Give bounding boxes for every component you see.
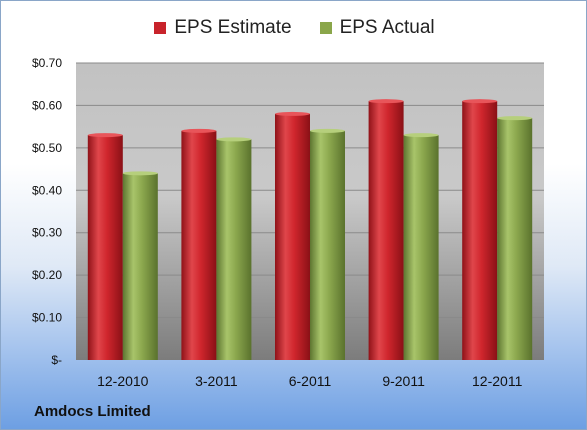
bar-eps-estimate-top	[275, 111, 310, 116]
bar-eps-estimate-top	[87, 133, 123, 138]
legend-label-actual: EPS Actual	[339, 17, 435, 38]
y-tick-label: $0.10	[32, 311, 62, 325]
bar-eps-actual-top	[310, 128, 345, 133]
bar-eps-estimate	[87, 135, 123, 360]
legend-item-estimate: EPS Estimate	[154, 17, 292, 39]
x-axis-ticks: 12-2010 3-2011 6-2011 9-2011 12-2011	[97, 373, 522, 389]
bar-eps-estimate	[275, 113, 310, 361]
bar-eps-estimate	[368, 101, 404, 360]
y-tick-label: $0.30	[32, 226, 62, 240]
bar-eps-actual-top	[216, 137, 252, 142]
bar-eps-actual-top	[497, 116, 533, 121]
x-tick-label: 6-2011	[289, 373, 332, 389]
x-tick-label: 12-2010	[97, 373, 149, 389]
y-tick-label: $-	[51, 353, 62, 367]
legend-swatch-actual	[319, 22, 332, 34]
y-tick-label: $0.20	[32, 268, 62, 282]
y-axis-ticks: $- $0.10 $0.20 $0.30 $0.40 $0.50 $0.60 $0.70	[32, 56, 62, 367]
y-tick-label: $0.50	[32, 141, 62, 155]
legend-item-actual: EPS Actual	[319, 17, 435, 39]
bar-eps-estimate	[181, 130, 217, 360]
bar-eps-actual	[403, 135, 439, 360]
bar-eps-estimate-top	[462, 99, 498, 104]
company-name: Amdocs Limited	[34, 403, 151, 420]
legend-label-estimate: EPS Estimate	[174, 17, 292, 38]
bar-eps-actual	[216, 139, 252, 360]
bar-eps-estimate-top	[368, 99, 404, 104]
bar-eps-actual	[310, 130, 345, 360]
bar-eps-estimate-top	[181, 128, 217, 133]
bar-eps-actual-top	[122, 171, 158, 176]
bar-eps-estimate	[462, 101, 498, 360]
y-tick-label: $0.40	[32, 183, 62, 197]
x-tick-label: 12-2011	[472, 373, 523, 389]
x-tick-label: 3-2011	[195, 373, 238, 389]
y-tick-label: $0.70	[32, 56, 62, 70]
bar-eps-actual	[122, 173, 158, 360]
bar-eps-actual	[497, 118, 533, 361]
legend: EPS Estimate EPS Actual	[1, 17, 586, 39]
bars	[87, 99, 533, 361]
bar-eps-actual-top	[403, 133, 439, 138]
legend-swatch-estimate	[154, 22, 167, 34]
x-tick-label: 9-2011	[382, 373, 425, 389]
y-tick-label: $0.60	[32, 98, 62, 112]
